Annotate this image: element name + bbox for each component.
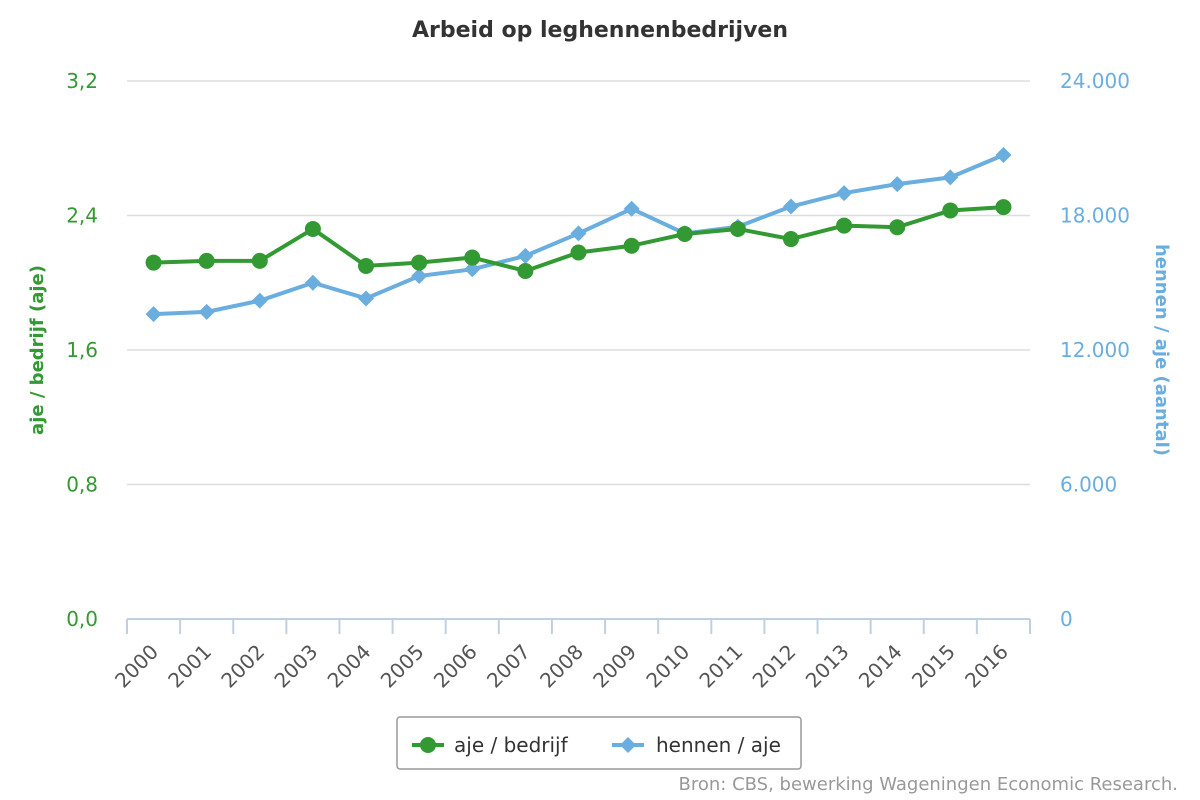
data-point[interactable] [358, 290, 375, 307]
left-axis-title: aje / bedrijf (aje) [27, 265, 48, 435]
data-point[interactable] [942, 202, 959, 219]
legend-label-aje-bedrijf: aje / bedrijf [454, 733, 569, 757]
x-tick-label: 2013 [801, 640, 854, 693]
left-tick-label: 3,2 [66, 69, 98, 93]
x-axis: 2000 2001 2002 2003 2004 2005 2006 2007 2008 2009… [110, 618, 1031, 693]
data-point[interactable] [942, 169, 959, 186]
x-tick-label: 2006 [429, 640, 482, 693]
x-tick-label: 2000 [110, 640, 163, 693]
data-point[interactable] [517, 247, 534, 264]
x-tick-label: 2005 [376, 640, 429, 693]
data-point[interactable] [198, 303, 215, 320]
legend-item-hennen-aje[interactable]: hennen / aje [612, 733, 781, 757]
chart-title: Arbeid op leghennenbedrijven [412, 18, 788, 43]
right-tick-label: 0 [1060, 607, 1073, 631]
data-point[interactable] [464, 261, 481, 278]
x-tick-label: 2010 [641, 640, 694, 693]
data-point[interactable] [995, 146, 1012, 163]
data-point[interactable] [836, 217, 853, 234]
right-tick-label: 12.000 [1060, 338, 1130, 362]
data-point[interactable] [251, 252, 268, 269]
left-tick-label: 1,6 [66, 338, 98, 362]
data-point[interactable] [517, 262, 534, 279]
x-tick-label: 2015 [907, 640, 960, 693]
data-point[interactable] [729, 220, 746, 237]
data-point[interactable] [464, 249, 481, 266]
x-tick-label: 2003 [269, 640, 322, 693]
x-tick-label: 2001 [163, 640, 216, 693]
legend-box [396, 716, 802, 770]
data-point[interactable] [304, 220, 321, 237]
left-tick-label: 2,4 [66, 204, 98, 228]
legend-item-aje-bedrijf[interactable]: aje / bedrijf [412, 733, 569, 757]
data-point[interactable] [889, 219, 906, 236]
data-point[interactable] [836, 185, 853, 202]
data-point[interactable] [411, 268, 428, 285]
legend: aje / bedrijf hennen / aje [396, 716, 802, 770]
x-tick-label: 2012 [748, 640, 801, 693]
right-tick-label: 6.000 [1060, 473, 1117, 497]
right-tick-label: 24.000 [1060, 69, 1130, 93]
data-point[interactable] [145, 306, 162, 323]
data-point[interactable] [251, 292, 268, 309]
left-axis-ticks: 0,0 0,8 1,6 2,4 3,2 [66, 69, 98, 631]
source-credit: Bron: CBS, bewerking Wageningen Economic… [679, 774, 1178, 795]
legend-marker-circle [420, 737, 436, 753]
x-tick-label: 2008 [535, 640, 588, 693]
legend-label-hennen-aje: hennen / aje [656, 733, 781, 757]
x-tick-label: 2002 [216, 640, 269, 693]
data-point[interactable] [995, 199, 1012, 216]
data-point[interactable] [782, 198, 799, 215]
x-tick-label: 2009 [588, 640, 641, 693]
data-point[interactable] [782, 231, 799, 248]
left-tick-label: 0,8 [66, 473, 98, 497]
data-point[interactable] [304, 274, 321, 291]
data-point[interactable] [198, 252, 215, 269]
x-tick-label: 2004 [323, 640, 376, 693]
x-tick-label: 2007 [482, 640, 535, 693]
data-point[interactable] [889, 176, 906, 193]
x-tick-label: 2016 [960, 640, 1013, 693]
series-layer [145, 146, 1012, 323]
right-axis-ticks: 0 6.000 12.000 18.000 24.000 [1060, 69, 1130, 631]
right-tick-label: 18.000 [1060, 204, 1130, 228]
x-tick-label: 2014 [854, 640, 907, 693]
data-point[interactable] [623, 237, 640, 254]
gridlines [127, 80, 1030, 486]
data-point[interactable] [358, 257, 375, 274]
data-point[interactable] [411, 254, 428, 271]
legend-marker-diamond [620, 737, 636, 753]
left-tick-label: 0,0 [66, 607, 98, 631]
data-point[interactable] [145, 254, 162, 271]
data-point[interactable] [676, 225, 693, 242]
data-point[interactable] [570, 244, 587, 261]
data-point[interactable] [623, 200, 640, 217]
right-axis-title: hennen / aje (aantal) [1151, 244, 1172, 456]
data-point[interactable] [570, 225, 587, 242]
x-tick-label: 2011 [694, 640, 747, 693]
